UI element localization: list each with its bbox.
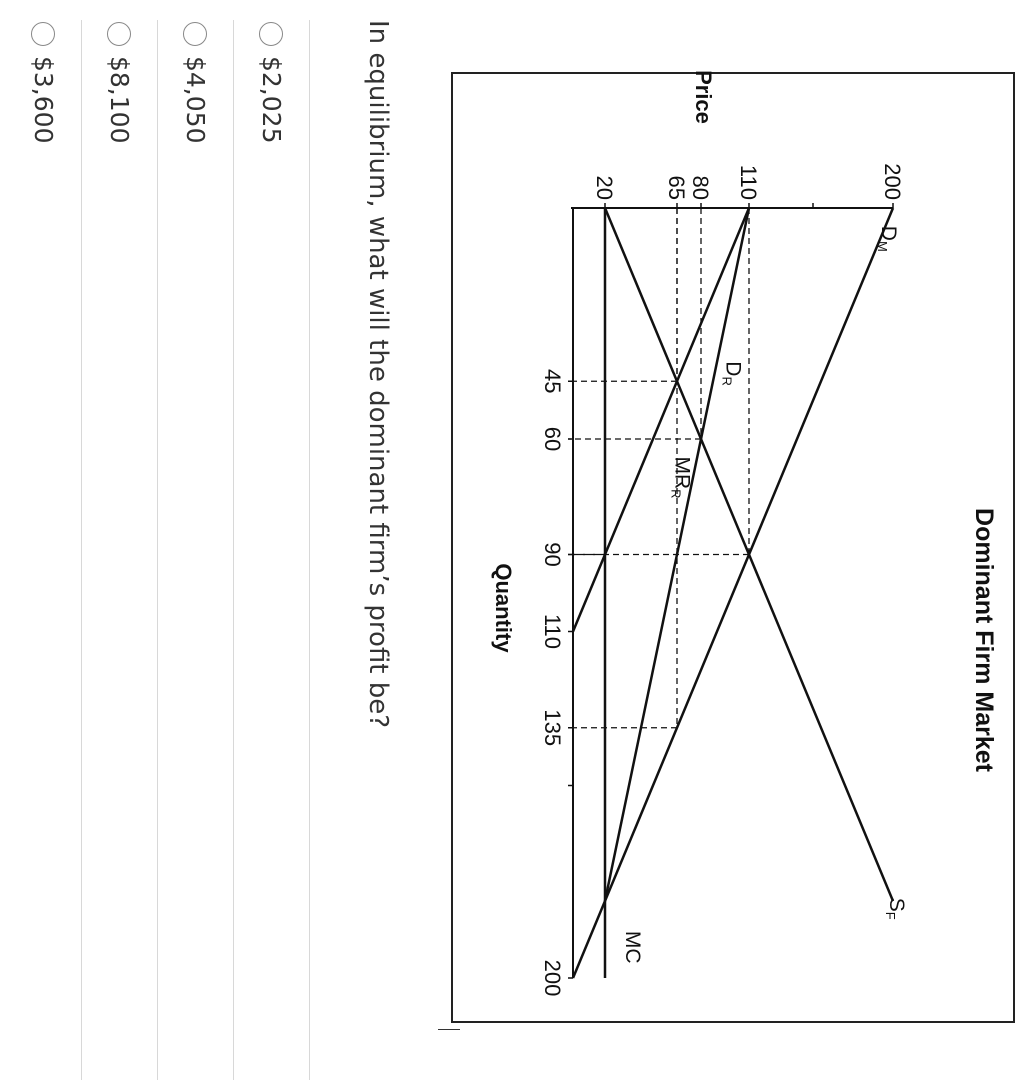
- series-label-mc: MC: [621, 931, 644, 964]
- y-tick-label: 80: [688, 176, 713, 200]
- series-label-subscript: M: [875, 241, 890, 252]
- answer-option-label: $3,600: [29, 56, 58, 144]
- series-line-dm: [571, 207, 895, 979]
- series-line-dr: [603, 207, 751, 902]
- series-label-subscript: R: [720, 376, 735, 385]
- answer-option-1[interactable]: $2,025: [234, 20, 310, 1080]
- answer-option-4[interactable]: $3,600: [6, 20, 82, 1080]
- radio-button[interactable]: [107, 22, 132, 46]
- series-label-sf: SF: [883, 898, 908, 920]
- y-axis-label: Price: [691, 70, 716, 124]
- x-tick-label: 60: [540, 427, 565, 451]
- x-tick-label: 200: [540, 960, 565, 997]
- radio-button[interactable]: [183, 22, 208, 46]
- radio-button[interactable]: [259, 22, 284, 46]
- x-tick-label: 110: [540, 614, 565, 649]
- series-line-sf: [603, 207, 895, 902]
- answer-option-label: $4,050: [181, 56, 210, 144]
- text-cursor: [438, 1029, 460, 1030]
- answer-option-2[interactable]: $4,050: [158, 20, 234, 1080]
- series-label-dm: DM: [875, 226, 900, 252]
- x-axis-label: Quantity: [491, 563, 516, 653]
- chart-title: Dominant Firm Market: [970, 508, 998, 773]
- answer-options: $2,025 $4,050 $8,100 $3,600: [6, 20, 310, 1080]
- series-line-mrr: [571, 207, 751, 632]
- y-tick-label: 20: [592, 176, 617, 200]
- x-tick-label: 45: [540, 369, 565, 393]
- radio-button[interactable]: [31, 22, 56, 46]
- x-tick-label: 135: [540, 709, 565, 746]
- series-label-subscript: R: [668, 489, 683, 498]
- answer-option-label: $2,025: [257, 56, 286, 144]
- answer-option-label: $8,100: [105, 56, 134, 144]
- series-label-subscript: F: [883, 912, 898, 920]
- y-tick-label: 65: [664, 176, 689, 200]
- question-text: In equilibrium, what will the dominant f…: [363, 20, 393, 729]
- answer-option-3[interactable]: $8,100: [82, 20, 158, 1080]
- y-tick-label: 200: [880, 163, 905, 200]
- series-label-dr: DR: [720, 361, 745, 386]
- x-tick-label: 90: [540, 542, 565, 566]
- y-tick-label: 110: [736, 165, 761, 200]
